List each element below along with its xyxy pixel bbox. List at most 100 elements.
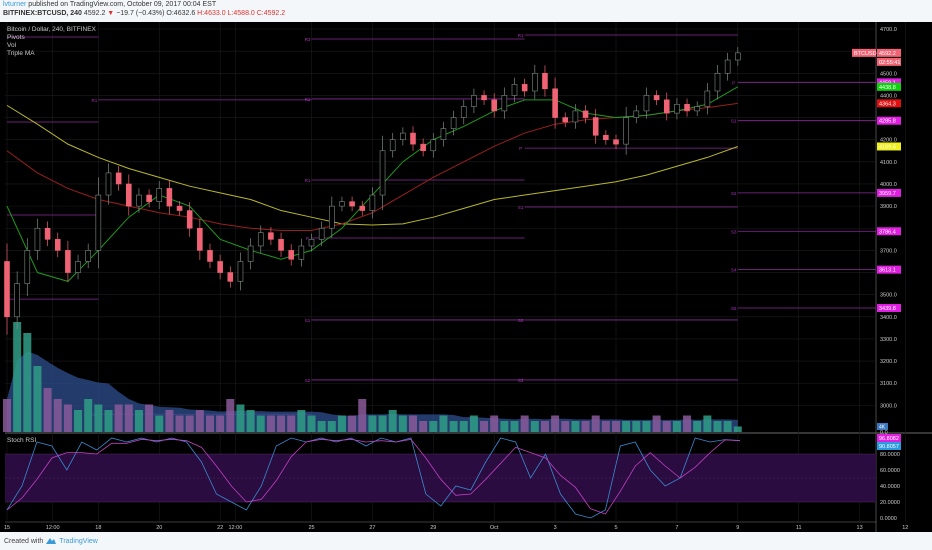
price-badge-label: 4285.8: [879, 119, 896, 125]
volume-bar: [561, 421, 570, 432]
candle-body: [389, 139, 396, 152]
candle-body: [95, 194, 102, 251]
candle-body: [75, 261, 81, 273]
candle-body: [420, 143, 426, 152]
candle-body: [85, 250, 91, 262]
candle-body: [663, 99, 670, 114]
candle-body: [34, 227, 41, 251]
volume-bar: [601, 421, 610, 432]
candle-body: [115, 172, 122, 185]
volume-bar: [175, 415, 184, 432]
down-arrow-icon: ▼: [107, 10, 115, 17]
ma-slow-line: [6, 104, 738, 226]
volume-bar: [297, 410, 306, 432]
legend-stoch-rsi[interactable]: Stoch RSI: [7, 437, 37, 444]
candle-body: [511, 84, 518, 96]
legend-triple-ma[interactable]: Triple MA: [7, 50, 35, 57]
candle-body: [613, 139, 619, 145]
author-link[interactable]: lvturner: [3, 1, 27, 8]
tradingview-link[interactable]: TradingView: [59, 537, 98, 545]
pivot-label: R1: [518, 33, 524, 38]
volume-bar: [540, 421, 549, 432]
volume-bar: [368, 415, 377, 432]
volume-bar: [510, 421, 519, 432]
candle-body: [369, 194, 376, 211]
candle-body: [562, 117, 569, 123]
candle-body: [339, 201, 345, 207]
pivot-label: P: [519, 146, 522, 151]
time-tick-label: 29: [430, 525, 436, 531]
volume-bar: [480, 421, 489, 432]
candle-body: [278, 239, 284, 251]
candle-body: [54, 239, 61, 251]
candle-body: [450, 117, 457, 129]
volume-bar: [185, 415, 194, 432]
candle-body: [460, 106, 467, 118]
legend-pivots[interactable]: Pivots: [7, 34, 25, 41]
volume-bar: [419, 421, 428, 432]
pivot-label: S1: [305, 318, 311, 323]
price-badge: [877, 265, 901, 274]
volume-bar: [652, 415, 661, 432]
volume-bar: [277, 415, 286, 432]
candle-body: [714, 72, 721, 92]
volume-bar: [74, 410, 83, 432]
time-tick-label: 25: [308, 525, 314, 531]
legend-title: Bitcoin / Dollar, 240, BITFINEX: [7, 26, 96, 33]
volume-bar: [439, 415, 448, 432]
candle-body: [237, 261, 244, 282]
candle-body: [684, 103, 690, 112]
volume-bar: [256, 415, 265, 432]
candle-body: [126, 183, 132, 207]
pivot-label: P: [732, 80, 735, 85]
volume-bar: [581, 421, 590, 432]
footer: Created with TradingView: [4, 537, 98, 545]
candle-body: [44, 227, 51, 240]
stoch-k-line: [6, 437, 741, 519]
stoch-tick-label: 60.0000: [880, 468, 900, 474]
volume-bar: [155, 415, 164, 432]
candle-body: [288, 250, 295, 260]
candle-body: [653, 95, 660, 101]
ohlc-open: O:4632.6: [166, 10, 196, 17]
candle-body: [186, 210, 193, 229]
candle-body: [552, 88, 558, 118]
pivot-label: R2: [305, 97, 311, 102]
pivot-label: S5: [731, 306, 737, 311]
price-badge: [877, 116, 901, 125]
candle-body: [471, 95, 477, 107]
volume-bar: [723, 421, 732, 432]
candle-body: [65, 250, 71, 273]
price-badge-label: 3439.8: [879, 306, 896, 312]
time-tick-label: 12:00: [228, 525, 242, 531]
time-tick-label: 22: [217, 525, 223, 531]
volume-bar: [104, 410, 113, 432]
volume-bar: [327, 421, 336, 432]
pivot-label: S1: [731, 119, 737, 124]
pivot-label: R1: [91, 98, 97, 103]
legend-vol[interactable]: Vol: [7, 42, 17, 49]
volume-bar: [398, 415, 407, 432]
candle-body: [379, 150, 386, 196]
candle-body: [318, 227, 325, 240]
volume-bar: [591, 415, 600, 432]
volume-bar: [134, 410, 143, 432]
candle-body: [136, 194, 142, 207]
candle-body: [217, 261, 223, 273]
volume-bar: [13, 322, 22, 432]
candle-body: [328, 205, 335, 229]
candle-body: [298, 245, 305, 260]
candle-body: [572, 110, 579, 123]
volume-bar: [551, 415, 560, 432]
volume-bar: [195, 410, 204, 432]
stoch-badge-label: 96.8082: [879, 436, 899, 442]
candle-body: [724, 59, 731, 74]
volume-bar: [53, 399, 62, 432]
volume-bar: [266, 415, 275, 432]
price-tick-label: 4400.0: [880, 93, 897, 99]
candle-body: [531, 72, 538, 92]
price-tick-label: 3400.0: [880, 315, 897, 321]
price-tick-label: 4700.0: [880, 27, 897, 33]
price-change: −19.7 (−0.43%): [116, 10, 165, 17]
